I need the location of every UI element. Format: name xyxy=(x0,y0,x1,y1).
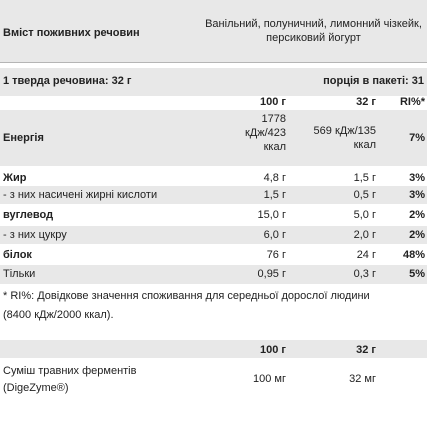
serving-size: 1 тверда речовина: 32 г xyxy=(3,75,132,87)
row-label-protein: білок xyxy=(3,249,32,261)
fat-ri: 3% xyxy=(409,172,425,184)
protein-ri: 48% xyxy=(402,249,425,261)
energy-per-100g: 1778 кДж/423 ккал xyxy=(244,113,286,153)
enzymes-column-100g: 100 г xyxy=(260,344,286,356)
table-row xyxy=(0,186,427,204)
carbs-per-serving: 5,0 г xyxy=(353,209,376,221)
enzymes-per-100g: 100 мг xyxy=(253,373,286,385)
row-label-salt: Тільки xyxy=(3,268,36,280)
sugar-per-100g: 6,0 г xyxy=(263,229,286,241)
flavors-text: Ванільний, полуничний, лимонний чізкейк,… xyxy=(205,18,422,44)
enzymes-per-serving: 32 мг xyxy=(349,373,376,385)
column-header-100g: 100 г xyxy=(260,96,286,108)
saturated-per-serving: 0,5 г xyxy=(353,189,376,201)
serving-band xyxy=(0,68,427,96)
energy-ri: 7% xyxy=(409,132,425,144)
carbs-per-100g: 15,0 г xyxy=(257,209,286,221)
saturated-ri: 3% xyxy=(409,189,425,201)
column-header-32g: 32 г xyxy=(356,96,376,108)
servings-per-pack: порція в пакеті: 31 xyxy=(323,75,424,87)
enzymes-name: Суміш травних ферментів (DigeZyme®) xyxy=(3,365,137,394)
enzymes-column-32g: 32 г xyxy=(356,344,376,356)
row-label-fat: Жир xyxy=(3,172,27,184)
protein-per-100g: 76 г xyxy=(266,249,286,261)
saturated-per-100g: 1,5 г xyxy=(263,189,286,201)
sugar-per-serving: 2,0 г xyxy=(353,229,376,241)
row-label-energy: Енергія xyxy=(3,132,44,144)
fat-per-100g: 4,8 г xyxy=(263,172,286,184)
fat-per-serving: 1,5 г xyxy=(353,172,376,184)
table-row xyxy=(0,265,427,284)
energy-per-serving: 569 кДж/135 ккал xyxy=(313,125,376,151)
header-band xyxy=(0,0,427,62)
sugar-ri: 2% xyxy=(409,229,425,241)
nutrition-title: Вміст поживних речовин xyxy=(3,27,140,39)
row-label-carbs: вуглевод xyxy=(3,209,54,221)
ri-footnote: * RI%: Довідкове значення споживання для… xyxy=(3,290,370,321)
protein-per-serving: 24 г xyxy=(356,249,376,261)
table-row xyxy=(0,226,427,244)
enzymes-header-band xyxy=(0,340,427,358)
salt-per-serving: 0,3 г xyxy=(353,268,376,280)
row-label-saturated: - з них насичені жирні кислоти xyxy=(3,189,158,201)
salt-per-100g: 0,95 г xyxy=(257,268,286,280)
column-header-ri: RI%* xyxy=(399,96,425,108)
table-row xyxy=(0,110,427,166)
carbs-ri: 2% xyxy=(409,209,425,221)
row-label-sugar: - з них цукру xyxy=(3,229,67,241)
divider xyxy=(0,62,427,63)
salt-ri: 5% xyxy=(409,268,425,280)
